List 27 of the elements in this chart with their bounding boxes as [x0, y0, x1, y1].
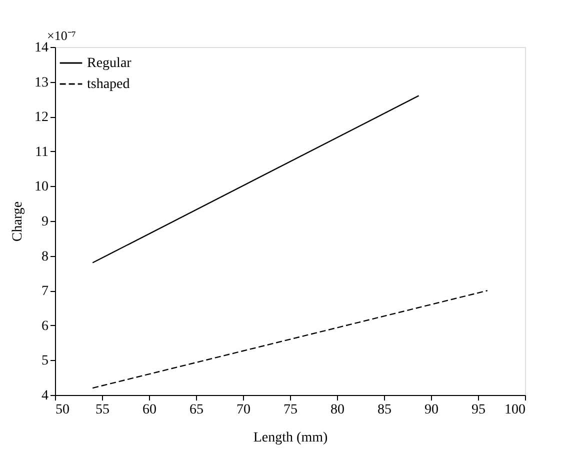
y-tick-label: 7 [42, 284, 48, 300]
y-tick-label: 12 [34, 110, 48, 126]
x-tick-label: 70 [236, 402, 250, 418]
y-axis-title: Charge [10, 201, 26, 242]
y-tick-label: 6 [42, 318, 48, 334]
x-tick-label: 80 [330, 402, 344, 418]
x-tick-label: 75 [284, 402, 298, 418]
x-tick-label: 55 [96, 402, 110, 418]
y-tick-label: 10 [34, 180, 48, 195]
y-tick-label: 9 [42, 214, 48, 230]
x-tick-label: 100 [504, 402, 526, 418]
x-axis-title: Length (mm) [253, 430, 328, 446]
x-tick-label: 85 [378, 402, 392, 418]
y-tick-label: 11 [35, 144, 48, 160]
legend-label: Regular [87, 56, 132, 71]
x-tick-label: 95 [472, 402, 486, 418]
x-tick-label: 60 [142, 402, 156, 418]
x-tick-label: 90 [424, 402, 438, 418]
text: ×10⁻⁷ [47, 28, 76, 43]
x-tick-label: 65 [190, 402, 204, 418]
y-tick-label: 13 [34, 75, 48, 90]
y-tick-label: 4 [42, 388, 48, 404]
y-tick-label: 14 [34, 40, 48, 56]
legend-label: tshaped [87, 77, 130, 92]
x-tick-label: 50 [56, 402, 70, 418]
y-tick-label: 5 [42, 354, 48, 369]
y-tick-label: 8 [42, 249, 48, 264]
